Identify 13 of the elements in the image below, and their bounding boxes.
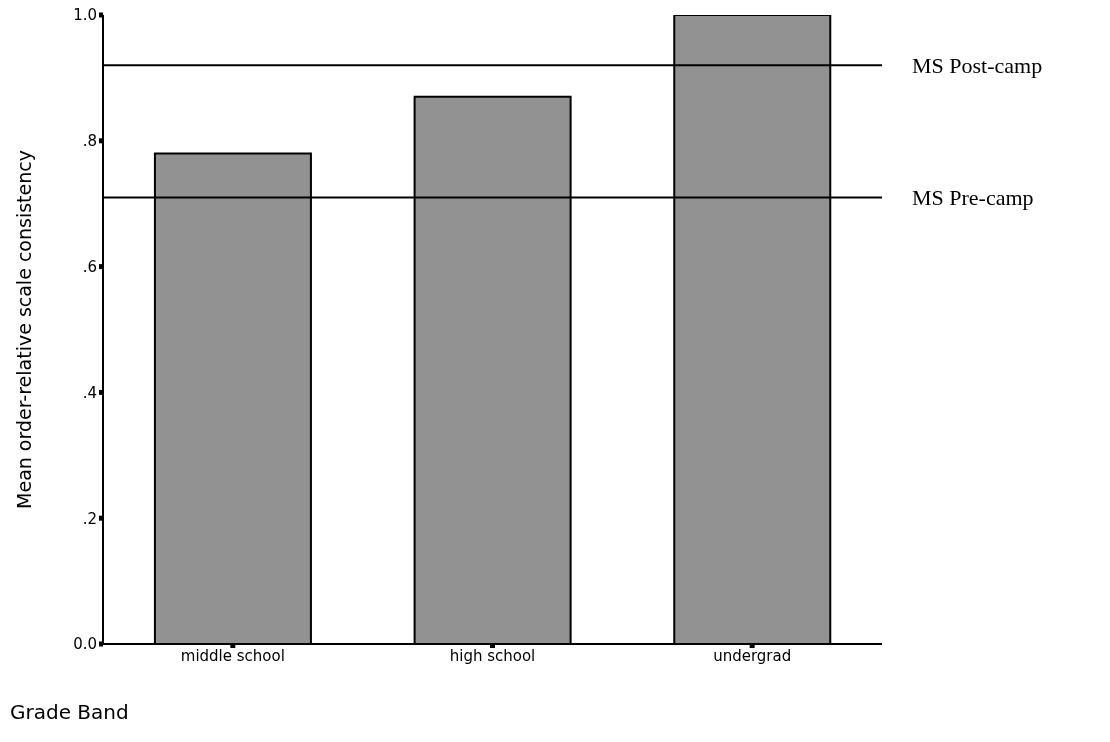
y-tick-label: .4 bbox=[82, 383, 97, 402]
y-tick-label: .2 bbox=[82, 509, 97, 528]
y-tick-label: 1.0 bbox=[73, 6, 97, 25]
y-tick-label: 0.0 bbox=[73, 635, 97, 654]
x-tick-label: high school bbox=[449, 646, 536, 665]
y-axis-title: Mean order-relative scale consistency bbox=[12, 150, 35, 509]
x-tick-label: middle school bbox=[180, 646, 285, 665]
x-axis-title: Grade Band bbox=[10, 700, 129, 724]
x-tick-label: undergrad bbox=[713, 646, 792, 665]
y-tick-label: .8 bbox=[82, 132, 97, 151]
ref-line-label: MS Pre-camp bbox=[912, 185, 1034, 211]
y-tick-label: .6 bbox=[82, 257, 97, 276]
ref-line-label: MS Post-camp bbox=[912, 53, 1043, 79]
